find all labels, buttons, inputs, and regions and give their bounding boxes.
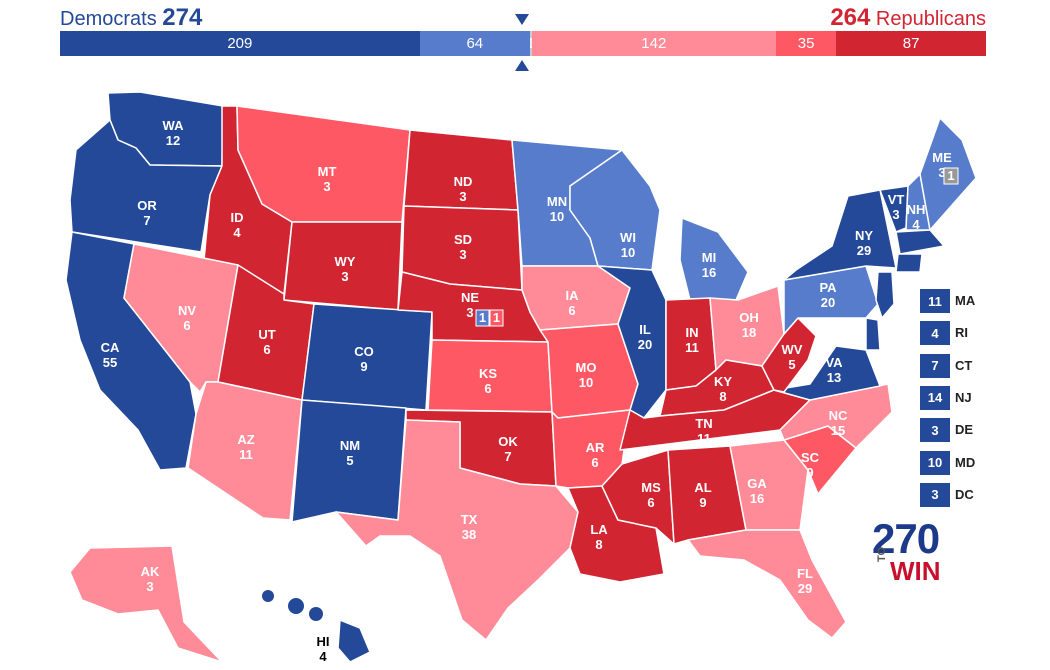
small-state-label-de: DE bbox=[955, 422, 974, 438]
state-label-wy: WY 3 bbox=[335, 254, 356, 284]
tally-segment: 35 bbox=[775, 31, 837, 56]
state-label-ms: MS 6 bbox=[641, 480, 661, 510]
state-ak[interactable] bbox=[69, 545, 223, 663]
state-label-ny: NY 29 bbox=[855, 228, 873, 258]
ne-district-box[interactable] bbox=[489, 309, 504, 327]
state-label-wv: WV 5 bbox=[782, 342, 803, 372]
logo-to: TO bbox=[876, 546, 888, 562]
state-label-or: OR 7 bbox=[137, 198, 157, 228]
state-label-in: IN 11 bbox=[685, 325, 699, 355]
state-ga[interactable] bbox=[729, 439, 809, 531]
state-label-mt: MT 3 bbox=[318, 164, 337, 194]
democrats-header: Democrats 274 bbox=[60, 4, 202, 32]
state-hi[interactable] bbox=[337, 619, 371, 663]
270towin-logo: 270 TO WIN bbox=[872, 515, 941, 585]
republicans-label: Republicans bbox=[875, 8, 986, 30]
state-nj[interactable] bbox=[875, 271, 895, 319]
tally-segment: 87 bbox=[836, 31, 986, 56]
state-label-hi: HI 4 bbox=[317, 634, 330, 664]
state-label-nm: NM 5 bbox=[340, 438, 360, 468]
logo-win: WIN bbox=[890, 556, 941, 586]
state-label-ks: KS 6 bbox=[479, 366, 497, 396]
state-label-az: AZ 11 bbox=[237, 432, 254, 462]
state-md[interactable] bbox=[865, 317, 881, 351]
ne-district-box[interactable] bbox=[475, 309, 490, 327]
state-label-al: AL 9 bbox=[694, 480, 711, 510]
democrats-total: 274 bbox=[162, 4, 203, 31]
state-label-tx: TX 38 bbox=[461, 512, 478, 542]
state-label-ar: AR 6 bbox=[586, 440, 605, 470]
small-state-box-md[interactable]: 10 bbox=[920, 450, 950, 475]
hawaii-island bbox=[309, 607, 323, 621]
state-fl[interactable] bbox=[687, 529, 847, 639]
state-label-me: ME 3 bbox=[932, 150, 952, 180]
state-label-ak: AK 3 bbox=[141, 564, 160, 594]
state-label-wi: WI 10 bbox=[620, 230, 636, 260]
state-label-nv: NV 6 bbox=[178, 303, 196, 333]
state-label-ne: NE 3 bbox=[461, 290, 479, 320]
democrats-label: Democrats bbox=[60, 8, 157, 30]
state-label-mi: MI 16 bbox=[702, 250, 716, 280]
small-state-label-nj: NJ bbox=[955, 389, 972, 405]
ne-district-label: 1 bbox=[493, 310, 500, 325]
state-label-wa: WA 12 bbox=[163, 118, 185, 148]
tally-segment: 209 bbox=[60, 31, 420, 56]
state-label-id: ID 4 bbox=[231, 210, 244, 240]
state-tx[interactable] bbox=[335, 419, 579, 641]
me-district-box[interactable] bbox=[943, 167, 959, 185]
state-label-sd: SD 3 bbox=[454, 232, 472, 262]
small-state-label-ri: RI bbox=[955, 325, 968, 341]
state-label-mo: MO 10 bbox=[576, 360, 597, 390]
small-state-box-ct[interactable]: 7 bbox=[920, 353, 950, 378]
state-label-ok: OK 7 bbox=[498, 434, 518, 464]
270-marker-top-icon bbox=[515, 14, 529, 25]
state-label-fl: FL 29 bbox=[797, 566, 813, 596]
small-state-label-ct: CT bbox=[955, 357, 973, 373]
small-state-box-nj[interactable]: 14 bbox=[920, 385, 950, 410]
state-label-il: IL 20 bbox=[638, 322, 652, 352]
state-ma[interactable] bbox=[895, 229, 945, 255]
republicans-total: 264 bbox=[830, 4, 871, 31]
state-label-ky: KY 8 bbox=[714, 374, 732, 404]
ne-district-label: 1 bbox=[479, 310, 486, 325]
small-state-box-de[interactable]: 3 bbox=[920, 418, 950, 443]
hawaii-island bbox=[262, 590, 274, 602]
state-label-ut: UT 6 bbox=[258, 327, 275, 357]
republicans-header: 264 Republicans bbox=[830, 4, 986, 32]
small-state-label-md: MD bbox=[955, 454, 976, 470]
state-label-mn: MN 10 bbox=[547, 194, 567, 224]
state-label-ia: IA 6 bbox=[566, 288, 580, 318]
electoral-tally-bar: 2096411423587 bbox=[60, 31, 986, 56]
state-label-oh: OH 18 bbox=[739, 310, 759, 340]
small-state-label-ma: MA bbox=[955, 293, 976, 308]
hawaii-island bbox=[288, 598, 304, 614]
me-district-label: 1 bbox=[947, 168, 954, 183]
tally-segment: 142 bbox=[531, 31, 776, 56]
state-ny[interactable] bbox=[783, 189, 897, 281]
state-label-co: CO 9 bbox=[354, 344, 374, 374]
270-marker-bottom-icon bbox=[515, 60, 529, 71]
state-ct[interactable] bbox=[895, 253, 923, 273]
small-state-box-ri[interactable]: 4 bbox=[920, 321, 950, 346]
state-label-ca: CA 55 bbox=[101, 340, 120, 370]
state-label-ga: GA 16 bbox=[747, 476, 767, 506]
tally-segment: 1 bbox=[529, 31, 532, 56]
state-label-pa: PA 20 bbox=[819, 280, 837, 310]
state-label-nd: ND 3 bbox=[454, 174, 473, 204]
state-label-nh: NH 4 bbox=[907, 202, 926, 232]
state-label-nc: NC 15 bbox=[829, 408, 848, 438]
small-state-box-ma[interactable]: 11 bbox=[920, 289, 950, 313]
state-label-tn: TN 11 bbox=[695, 416, 712, 446]
small-state-label-dc: DC bbox=[955, 486, 974, 502]
state-label-va: VA 13 bbox=[825, 355, 843, 385]
state-label-la: LA 8 bbox=[590, 522, 608, 552]
state-label-sc: SC 9 bbox=[801, 450, 820, 480]
state-label-vt: VT 3 bbox=[888, 192, 905, 222]
tally-segment: 64 bbox=[419, 31, 530, 56]
logo-number: 270 bbox=[872, 515, 940, 562]
small-state-box-dc[interactable]: 3 bbox=[920, 482, 950, 507]
